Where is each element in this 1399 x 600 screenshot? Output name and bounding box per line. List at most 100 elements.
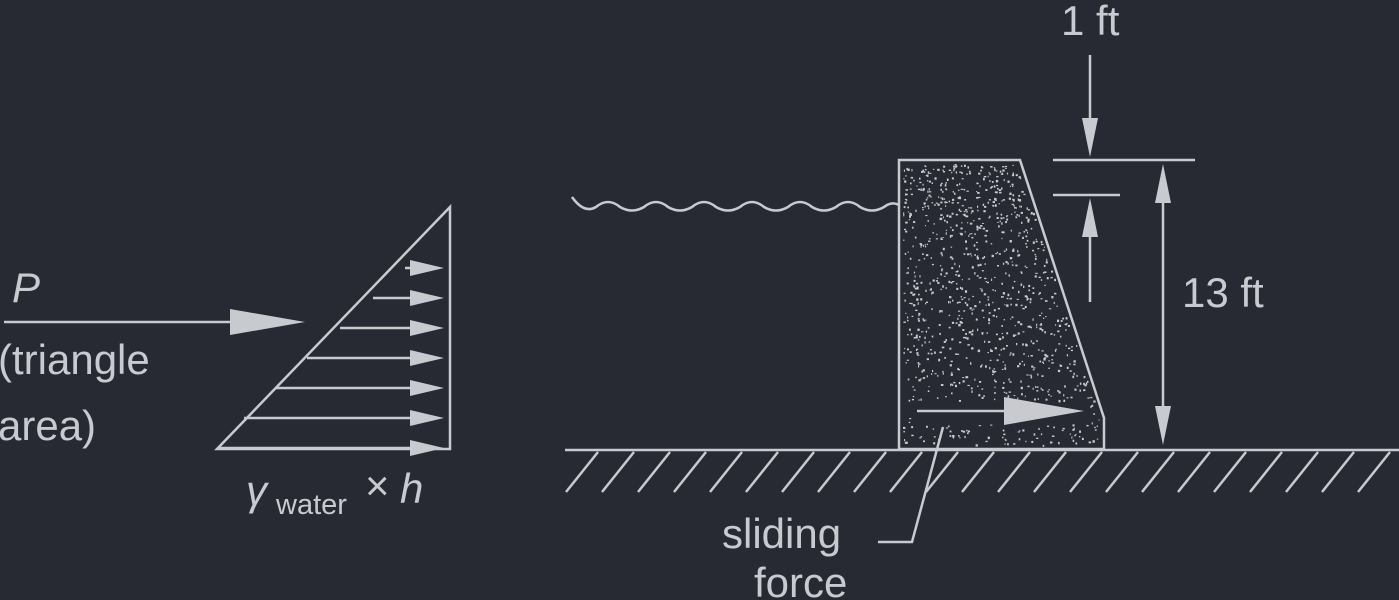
stipple-dot — [1029, 374, 1032, 376]
stipple-dot — [932, 428, 935, 430]
stipple-dot — [1011, 203, 1014, 206]
stipple-dot — [1065, 317, 1068, 320]
stipple-dot — [966, 211, 968, 213]
stipple-dot — [972, 308, 975, 310]
stipple-dot — [946, 214, 949, 217]
stipple-dot — [1073, 372, 1075, 376]
stipple-dot — [1006, 215, 1009, 217]
stipple-dot — [909, 213, 912, 216]
stipple-dot — [919, 437, 922, 439]
stipple-dot — [1014, 325, 1016, 327]
stipple-dot — [954, 262, 956, 266]
stipple-dot — [1057, 390, 1060, 392]
stipple-dot — [1032, 287, 1035, 289]
stipple-dot — [1057, 330, 1060, 333]
stipple-dot — [985, 189, 988, 191]
stipple-dot — [1043, 317, 1045, 319]
stipple-dot — [1031, 365, 1034, 368]
stipple-dot — [971, 312, 973, 315]
stipple-dot — [916, 352, 919, 355]
stipple-dot — [940, 288, 942, 291]
stipple-dot — [1020, 271, 1023, 273]
stipple-dot — [1000, 349, 1002, 351]
stipple-dot — [913, 345, 915, 347]
stipple-dot — [989, 359, 992, 361]
stipple-dot — [931, 202, 934, 204]
stipple-dot — [919, 243, 923, 245]
stipple-dot — [922, 169, 925, 172]
stipple-dot — [963, 297, 966, 299]
stipple-dot — [907, 271, 909, 274]
stipple-dot — [1063, 394, 1065, 397]
stipple-dot — [1012, 172, 1014, 175]
stipple-dot — [1030, 355, 1033, 357]
stipple-dot — [963, 211, 966, 213]
stipple-dot — [963, 310, 966, 312]
stipple-dot — [952, 299, 954, 302]
stipple-dot — [1017, 332, 1020, 335]
stipple-dot — [958, 208, 961, 212]
stipple-dot — [956, 287, 959, 290]
stipple-dot — [952, 437, 954, 439]
stipple-dot — [967, 278, 971, 280]
stipple-dot — [904, 180, 907, 183]
stipple-dot — [934, 351, 936, 354]
stipple-dot — [961, 287, 964, 290]
stipple-dot — [1022, 307, 1025, 310]
stipple-dot — [951, 257, 954, 260]
stipple-dot — [1030, 340, 1032, 343]
stipple-dot — [976, 197, 979, 199]
stipple-dot — [993, 309, 996, 312]
stipple-dot — [1060, 365, 1063, 367]
stipple-dot — [964, 435, 966, 439]
stipple-dot — [1024, 295, 1028, 298]
stipple-dot — [1019, 362, 1021, 365]
stipple-dot — [975, 318, 978, 321]
stipple-dot — [946, 221, 948, 224]
stipple-dot — [924, 244, 926, 246]
stipple-dot — [1019, 199, 1022, 202]
stipple-dot — [925, 246, 927, 248]
stipple-dot — [909, 188, 912, 190]
stipple-dot — [918, 379, 921, 382]
stipple-dot — [1027, 220, 1030, 223]
stipple-dot — [1057, 319, 1060, 323]
stipple-dot — [994, 386, 996, 389]
force-symbol-label: P — [12, 264, 40, 311]
stipple-dot — [972, 295, 974, 298]
stipple-dot — [905, 312, 907, 314]
stipple-dot — [1009, 240, 1012, 243]
stipple-dot — [1021, 360, 1023, 363]
stipple-dot — [958, 368, 960, 371]
stipple-dot — [944, 357, 946, 359]
stipple-dot — [1096, 438, 1099, 440]
stipple-dot — [951, 392, 953, 395]
stipple-dot — [918, 259, 921, 261]
stipple-dot — [974, 305, 977, 308]
stipple-dot — [1003, 382, 1005, 384]
stipple-dot — [1007, 180, 1010, 183]
stipple-dot — [916, 185, 918, 187]
stipple-dot — [925, 254, 929, 257]
stipple-dot — [905, 193, 908, 196]
stipple-dot — [1001, 296, 1004, 298]
stipple-dot — [919, 275, 921, 278]
hatch-line — [889, 451, 923, 493]
stipple-dot — [1043, 358, 1046, 361]
stipple-dot — [961, 205, 964, 207]
stipple-dot — [1003, 319, 1006, 321]
stipple-dot — [1045, 355, 1047, 358]
stipple-dot — [1002, 429, 1005, 432]
stipple-dot — [995, 253, 997, 255]
stipple-dot — [992, 301, 994, 304]
stipple-dot — [965, 240, 967, 243]
stipple-dot — [1013, 205, 1015, 207]
stipple-dot — [966, 215, 969, 218]
freeboard-label: 1 ft — [1061, 0, 1120, 44]
stipple-dot — [1032, 249, 1034, 252]
stipple-dot — [927, 220, 929, 222]
stipple-dot — [987, 281, 989, 284]
stipple-dot — [987, 341, 991, 343]
stipple-dot — [1029, 301, 1032, 304]
